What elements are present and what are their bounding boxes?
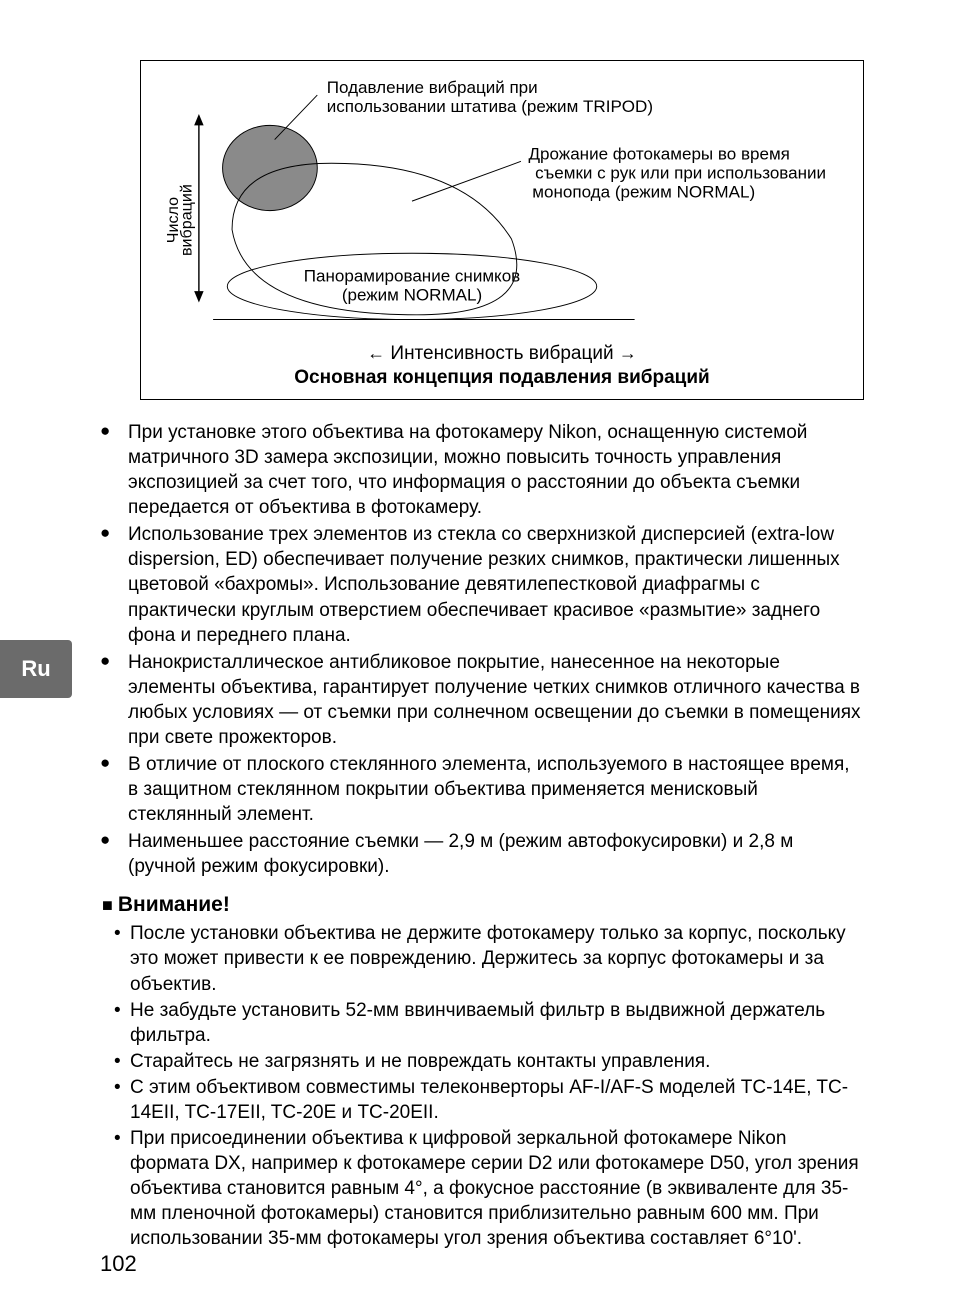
panning-label-line2: (режим NORMAL) xyxy=(342,286,482,305)
normal-label-line2: съемки с рук или при использовании xyxy=(535,163,826,182)
page-content: Число вибраций Подавление вибраций при и… xyxy=(0,0,954,1292)
panning-label-line1: Панорамирование снимков xyxy=(304,267,520,286)
attention-item: С этим объективом совместимы телеконверт… xyxy=(114,1075,864,1125)
arrow-left-icon: ← xyxy=(367,343,385,363)
vibration-diagram: Число вибраций Подавление вибраций при и… xyxy=(140,60,864,400)
feature-item: При установке этого объектива на фотокам… xyxy=(100,420,864,520)
feature-item: Нанокристаллическое антибликовое покрыти… xyxy=(100,650,864,750)
feature-item: Наименьшее расстояние съемки — 2,9 м (ре… xyxy=(100,829,864,879)
attention-heading: Внимание! xyxy=(100,893,864,917)
feature-item: Использование трех элементов из стекла с… xyxy=(100,522,864,647)
attention-item: После установки объектива не держите фот… xyxy=(114,921,864,996)
page-number: 102 xyxy=(100,1251,137,1277)
diagram-caption: Основная концепция подавления вибраций xyxy=(161,367,843,389)
attention-item: При присоединении объектива к цифровой з… xyxy=(114,1126,864,1251)
diagram-svg: Число вибраций Подавление вибраций при и… xyxy=(161,71,843,336)
attention-list: После установки объектива не держите фот… xyxy=(100,921,864,1251)
x-axis-caption: ← Интенсивность вибраций → xyxy=(161,343,843,365)
arrow-right-icon: → xyxy=(619,343,637,363)
feature-list: При установке этого объектива на фотокам… xyxy=(100,420,864,879)
y-axis-label-2: вибраций xyxy=(177,184,195,256)
attention-item: Не забудьте установить 52-мм ввинчиваемы… xyxy=(114,998,864,1048)
normal-label-line1: Дрожание фотокамеры во время xyxy=(529,144,790,163)
normal-label-line3: монопода (режим NORMAL) xyxy=(532,182,755,201)
tripod-label-line1: Подавление вибраций при xyxy=(327,78,538,97)
tripod-label-line2: использовании штатива (режим TRIPOD) xyxy=(327,97,653,116)
feature-item: В отличие от плоского стеклянного элемен… xyxy=(100,752,864,827)
attention-item: Старайтесь не загрязнять и не повреждать… xyxy=(114,1049,864,1074)
x-axis-label: Интенсивность вибраций xyxy=(390,343,613,364)
